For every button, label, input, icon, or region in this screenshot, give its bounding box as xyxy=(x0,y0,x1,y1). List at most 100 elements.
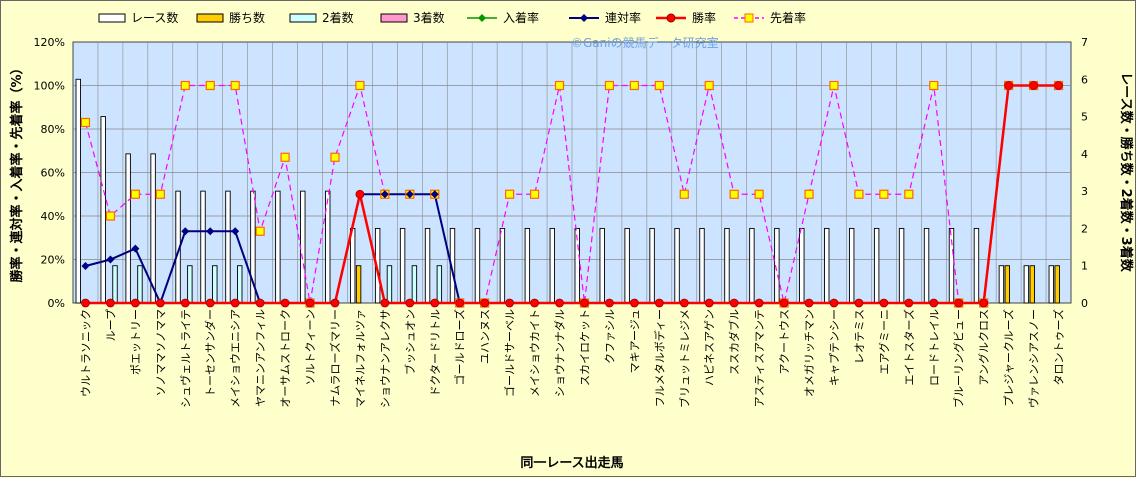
wins-bar xyxy=(355,265,362,304)
x-category-label: メイショウカイト xyxy=(529,309,542,397)
ahead-rate-point xyxy=(929,80,939,91)
races-bar xyxy=(100,116,106,304)
quinella-rate-point xyxy=(206,227,215,236)
win-rate-point xyxy=(929,298,939,308)
races-bar xyxy=(75,78,81,304)
x-category-label: ナムラローズマリー xyxy=(328,309,342,407)
races-bar xyxy=(125,153,131,304)
races-bar xyxy=(849,227,855,304)
place_rate-legend-marker xyxy=(478,14,486,22)
ahead-rate-point xyxy=(804,189,814,199)
x-category-label: ブリュットミレジメ xyxy=(677,309,691,408)
races-bar xyxy=(275,190,281,304)
x-category-label: マキアージュ xyxy=(628,309,641,373)
races-bar xyxy=(749,227,755,304)
ahead-rate-point xyxy=(180,80,190,91)
ahead-rate-point xyxy=(829,80,839,91)
x-category-label: キャプテンシー xyxy=(828,309,841,386)
win-rate-point xyxy=(754,298,764,308)
x-category-label: トーセンサンダー xyxy=(203,309,217,397)
right-tick-label: 2 xyxy=(1081,222,1088,235)
ahead-rate-point xyxy=(205,80,215,91)
ahead-rate-point xyxy=(904,189,914,199)
right-tick-label: 6 xyxy=(1081,73,1088,86)
x-category-label: フルメタルボディー xyxy=(652,309,666,407)
left-tick-label: 60% xyxy=(41,167,65,180)
seconds-bar xyxy=(187,265,193,304)
ahead-rate-point xyxy=(130,189,140,199)
ahead-rate-point xyxy=(80,117,91,128)
win-rate-point xyxy=(1004,81,1014,90)
ahead-rate-point xyxy=(105,211,116,221)
ahead-rate-point xyxy=(255,226,265,236)
series-lines xyxy=(80,80,1064,308)
win_rate-line xyxy=(85,84,1059,305)
races-bar xyxy=(474,227,481,304)
x-category-label: ウルトラソニック xyxy=(79,309,92,397)
x-category-label: メイショウエニシア xyxy=(229,309,242,408)
win-rate-point xyxy=(130,298,140,308)
x-category-label: オーサムストローク xyxy=(279,309,292,408)
quinella_rate-legend-marker xyxy=(580,14,588,22)
win-rate-point xyxy=(580,298,589,308)
seconds-bar xyxy=(237,265,243,304)
win-rate-point xyxy=(255,298,265,308)
win-rate-point xyxy=(505,298,515,308)
races-bar xyxy=(824,227,830,304)
win-rate-point xyxy=(205,298,215,308)
quinella-rate-point xyxy=(131,244,140,253)
win-rate-point xyxy=(854,298,864,308)
win-rate-point xyxy=(654,298,664,308)
ahead_rate-legend-label: 先着率 xyxy=(770,10,806,25)
win_rate-legend-marker xyxy=(666,13,676,23)
races-bar xyxy=(923,227,930,304)
x-category-label: ススカダブル xyxy=(727,309,741,375)
races-bar xyxy=(225,190,231,304)
races-legend-label: レース数 xyxy=(131,10,178,25)
x-category-label: スカイロケット xyxy=(578,309,591,386)
win-rate-point xyxy=(330,298,340,308)
races-bar xyxy=(699,227,705,304)
x-category-label: ループ xyxy=(104,309,117,341)
thirds-legend-swatch xyxy=(380,13,408,23)
win_rate-legend-label: 勝率 xyxy=(692,10,716,25)
place_rate-legend-label: 入着率 xyxy=(503,10,539,25)
win-rate-point xyxy=(430,298,440,308)
win-rate-point xyxy=(480,298,490,308)
wins-bar xyxy=(1004,265,1010,304)
ahead-rate-point xyxy=(629,80,639,91)
win-rate-point xyxy=(779,298,789,308)
races-bar xyxy=(424,227,431,304)
ahead_rate-legend-marker xyxy=(744,13,754,23)
right-tick-label: 4 xyxy=(1081,148,1088,161)
races-bar xyxy=(524,227,531,304)
win-rate-point xyxy=(804,298,814,308)
wins-legend-swatch xyxy=(196,13,224,23)
left-tick-label: 120% xyxy=(34,36,65,49)
win-rate-point xyxy=(555,298,564,308)
win-rate-point xyxy=(530,298,539,308)
win-rate-point xyxy=(230,298,240,308)
bars xyxy=(75,78,1060,304)
x-category-label: ヤマニンアンフィル xyxy=(254,309,267,407)
quinella-rate-point xyxy=(405,190,414,199)
x-category-label: タロントゥーズ xyxy=(1052,309,1066,385)
races-legend-swatch xyxy=(98,13,126,23)
races-bar xyxy=(325,190,331,304)
races-bar xyxy=(799,227,805,304)
tick-labels: 0% 20% 40% 60% 80% 100% 120% 0 1 2 3 4 5 6 7 xyxy=(34,36,1088,310)
win-rate-point xyxy=(405,298,415,308)
x-category-label: ショウナンナダル xyxy=(553,309,567,397)
quinella-rate-point xyxy=(106,255,115,264)
win-rate-point xyxy=(106,298,115,308)
win-rate-point xyxy=(1029,81,1038,90)
seconds-bar xyxy=(386,265,393,304)
races-bar xyxy=(674,227,680,304)
win-rate-point xyxy=(305,298,315,308)
races-bar xyxy=(873,227,880,304)
x-category-label: ブッシュオン xyxy=(403,309,417,375)
seconds-bar xyxy=(436,265,443,304)
win-rate-point xyxy=(679,298,689,308)
